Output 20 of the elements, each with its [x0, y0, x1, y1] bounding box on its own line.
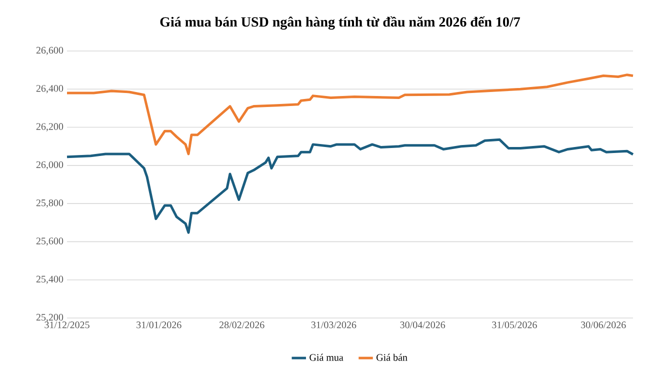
- y-tick-label: 25,600: [36, 238, 64, 246]
- chart-title: Giá mua bán USD ngân hàng tính từ đầu năm 2026 đến 10/7: [160, 16, 520, 30]
- y-tick-label: 26,600: [36, 46, 64, 56]
- y-tick-label: 25,200: [36, 314, 64, 322]
- y-tick-label: 26,000: [36, 161, 64, 170]
- y-tick-label: 26,200: [36, 123, 64, 132]
- y-tick-label: 26,400: [36, 85, 64, 94]
- y-tick-label: 25,800: [36, 199, 64, 208]
- line-series: [66, 138, 634, 234]
- x-tick-label: 31/03/2026: [311, 322, 356, 328]
- y-tick-label: 25,400: [36, 276, 64, 284]
- x-tick-label: 30/06/2026: [581, 322, 626, 328]
- line-series: [66, 74, 634, 156]
- legend-label: Giá mua: [310, 354, 344, 361]
- legend-label: Giá bán: [376, 354, 408, 361]
- x-tick-label: 31/05/2026: [492, 322, 537, 328]
- x-tick-label: 31/01/2026: [136, 322, 182, 328]
- x-tick-label: 30/04/2026: [400, 322, 446, 328]
- x-tick-label: 31/12/2025: [44, 322, 90, 328]
- x-tick-label: 28/02/2026: [220, 322, 264, 328]
